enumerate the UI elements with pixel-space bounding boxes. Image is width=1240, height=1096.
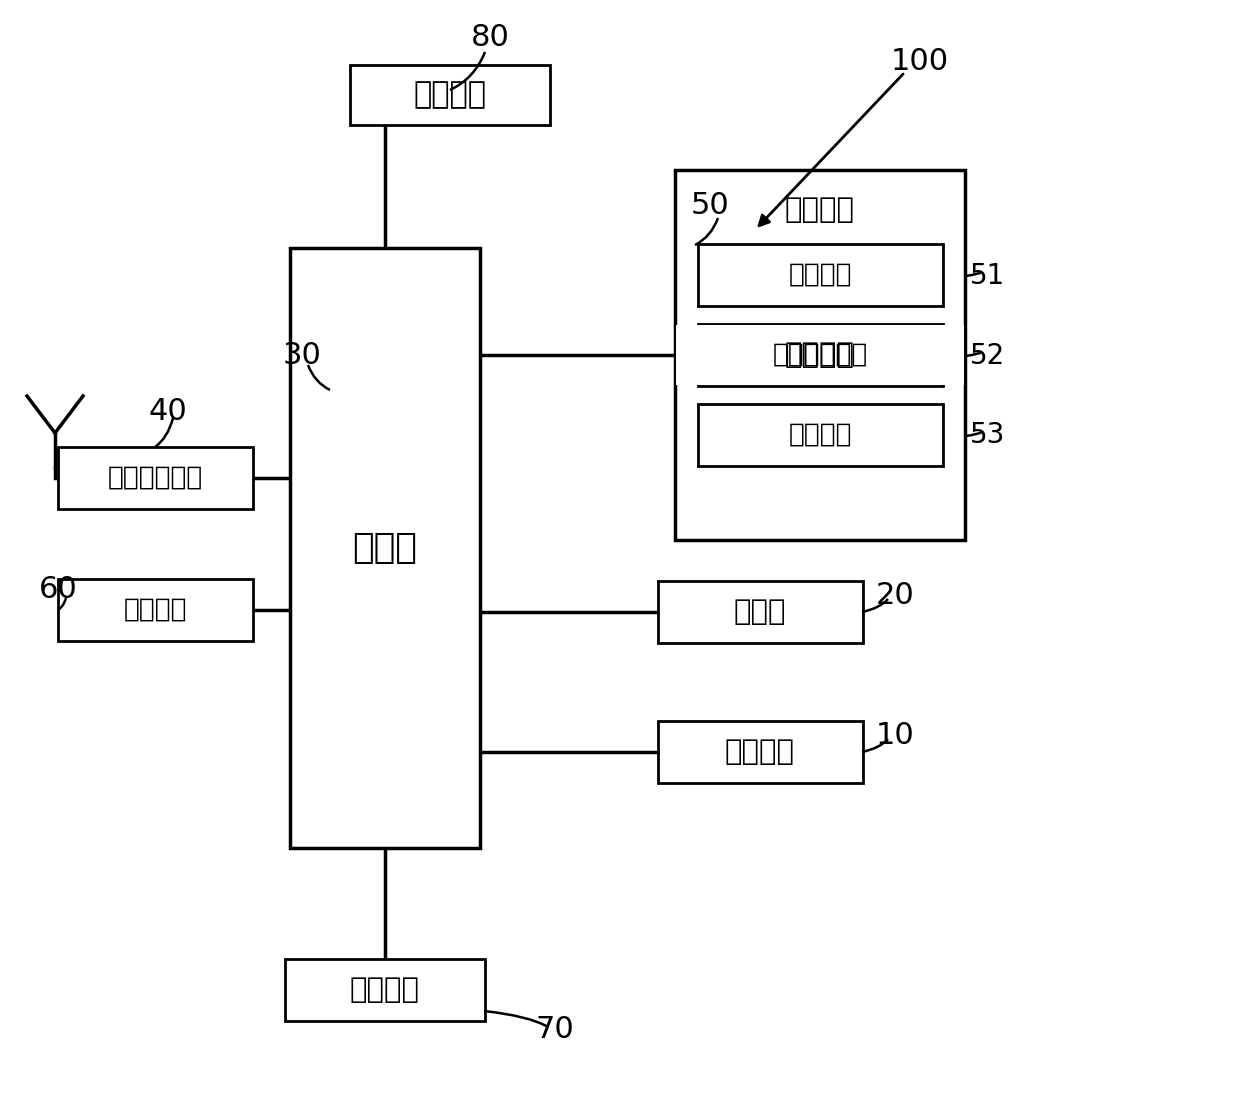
- Text: 控制器: 控制器: [352, 530, 418, 566]
- Text: 51: 51: [971, 262, 1006, 290]
- Text: 存储器: 存储器: [734, 598, 786, 626]
- Bar: [697, 324, 942, 386]
- Text: 10: 10: [875, 721, 914, 751]
- Text: 70: 70: [536, 1016, 574, 1044]
- Bar: [697, 404, 942, 466]
- Bar: [285, 959, 485, 1021]
- Text: 输出单元: 输出单元: [785, 341, 856, 369]
- Bar: [657, 721, 863, 783]
- Text: 52: 52: [971, 342, 1006, 370]
- Text: 53: 53: [971, 421, 1006, 449]
- Text: 接口单元: 接口单元: [350, 977, 420, 1004]
- Text: 音频输出单元: 音频输出单元: [773, 342, 868, 368]
- Text: 60: 60: [38, 575, 77, 605]
- Text: 显示单元: 显示单元: [789, 262, 852, 288]
- Text: 80: 80: [470, 23, 510, 53]
- Bar: [697, 244, 942, 306]
- Bar: [290, 248, 480, 848]
- Text: 警报单元: 警报单元: [789, 422, 852, 448]
- Text: 100: 100: [890, 47, 949, 77]
- Text: 30: 30: [283, 341, 321, 369]
- Text: 20: 20: [875, 582, 914, 610]
- Bar: [657, 581, 863, 643]
- Bar: [675, 170, 965, 540]
- Text: 感测单元: 感测单元: [725, 738, 795, 766]
- Text: 40: 40: [149, 398, 187, 426]
- Text: 电源单元: 电源单元: [413, 80, 486, 110]
- Text: 50: 50: [691, 191, 729, 219]
- Bar: [57, 579, 253, 641]
- Bar: [676, 326, 963, 385]
- Text: 输出单元: 输出单元: [785, 196, 856, 224]
- Bar: [57, 447, 253, 509]
- Text: 输入单元: 输入单元: [123, 597, 187, 623]
- Bar: [350, 65, 551, 125]
- Text: 无线通信单元: 无线通信单元: [108, 465, 202, 491]
